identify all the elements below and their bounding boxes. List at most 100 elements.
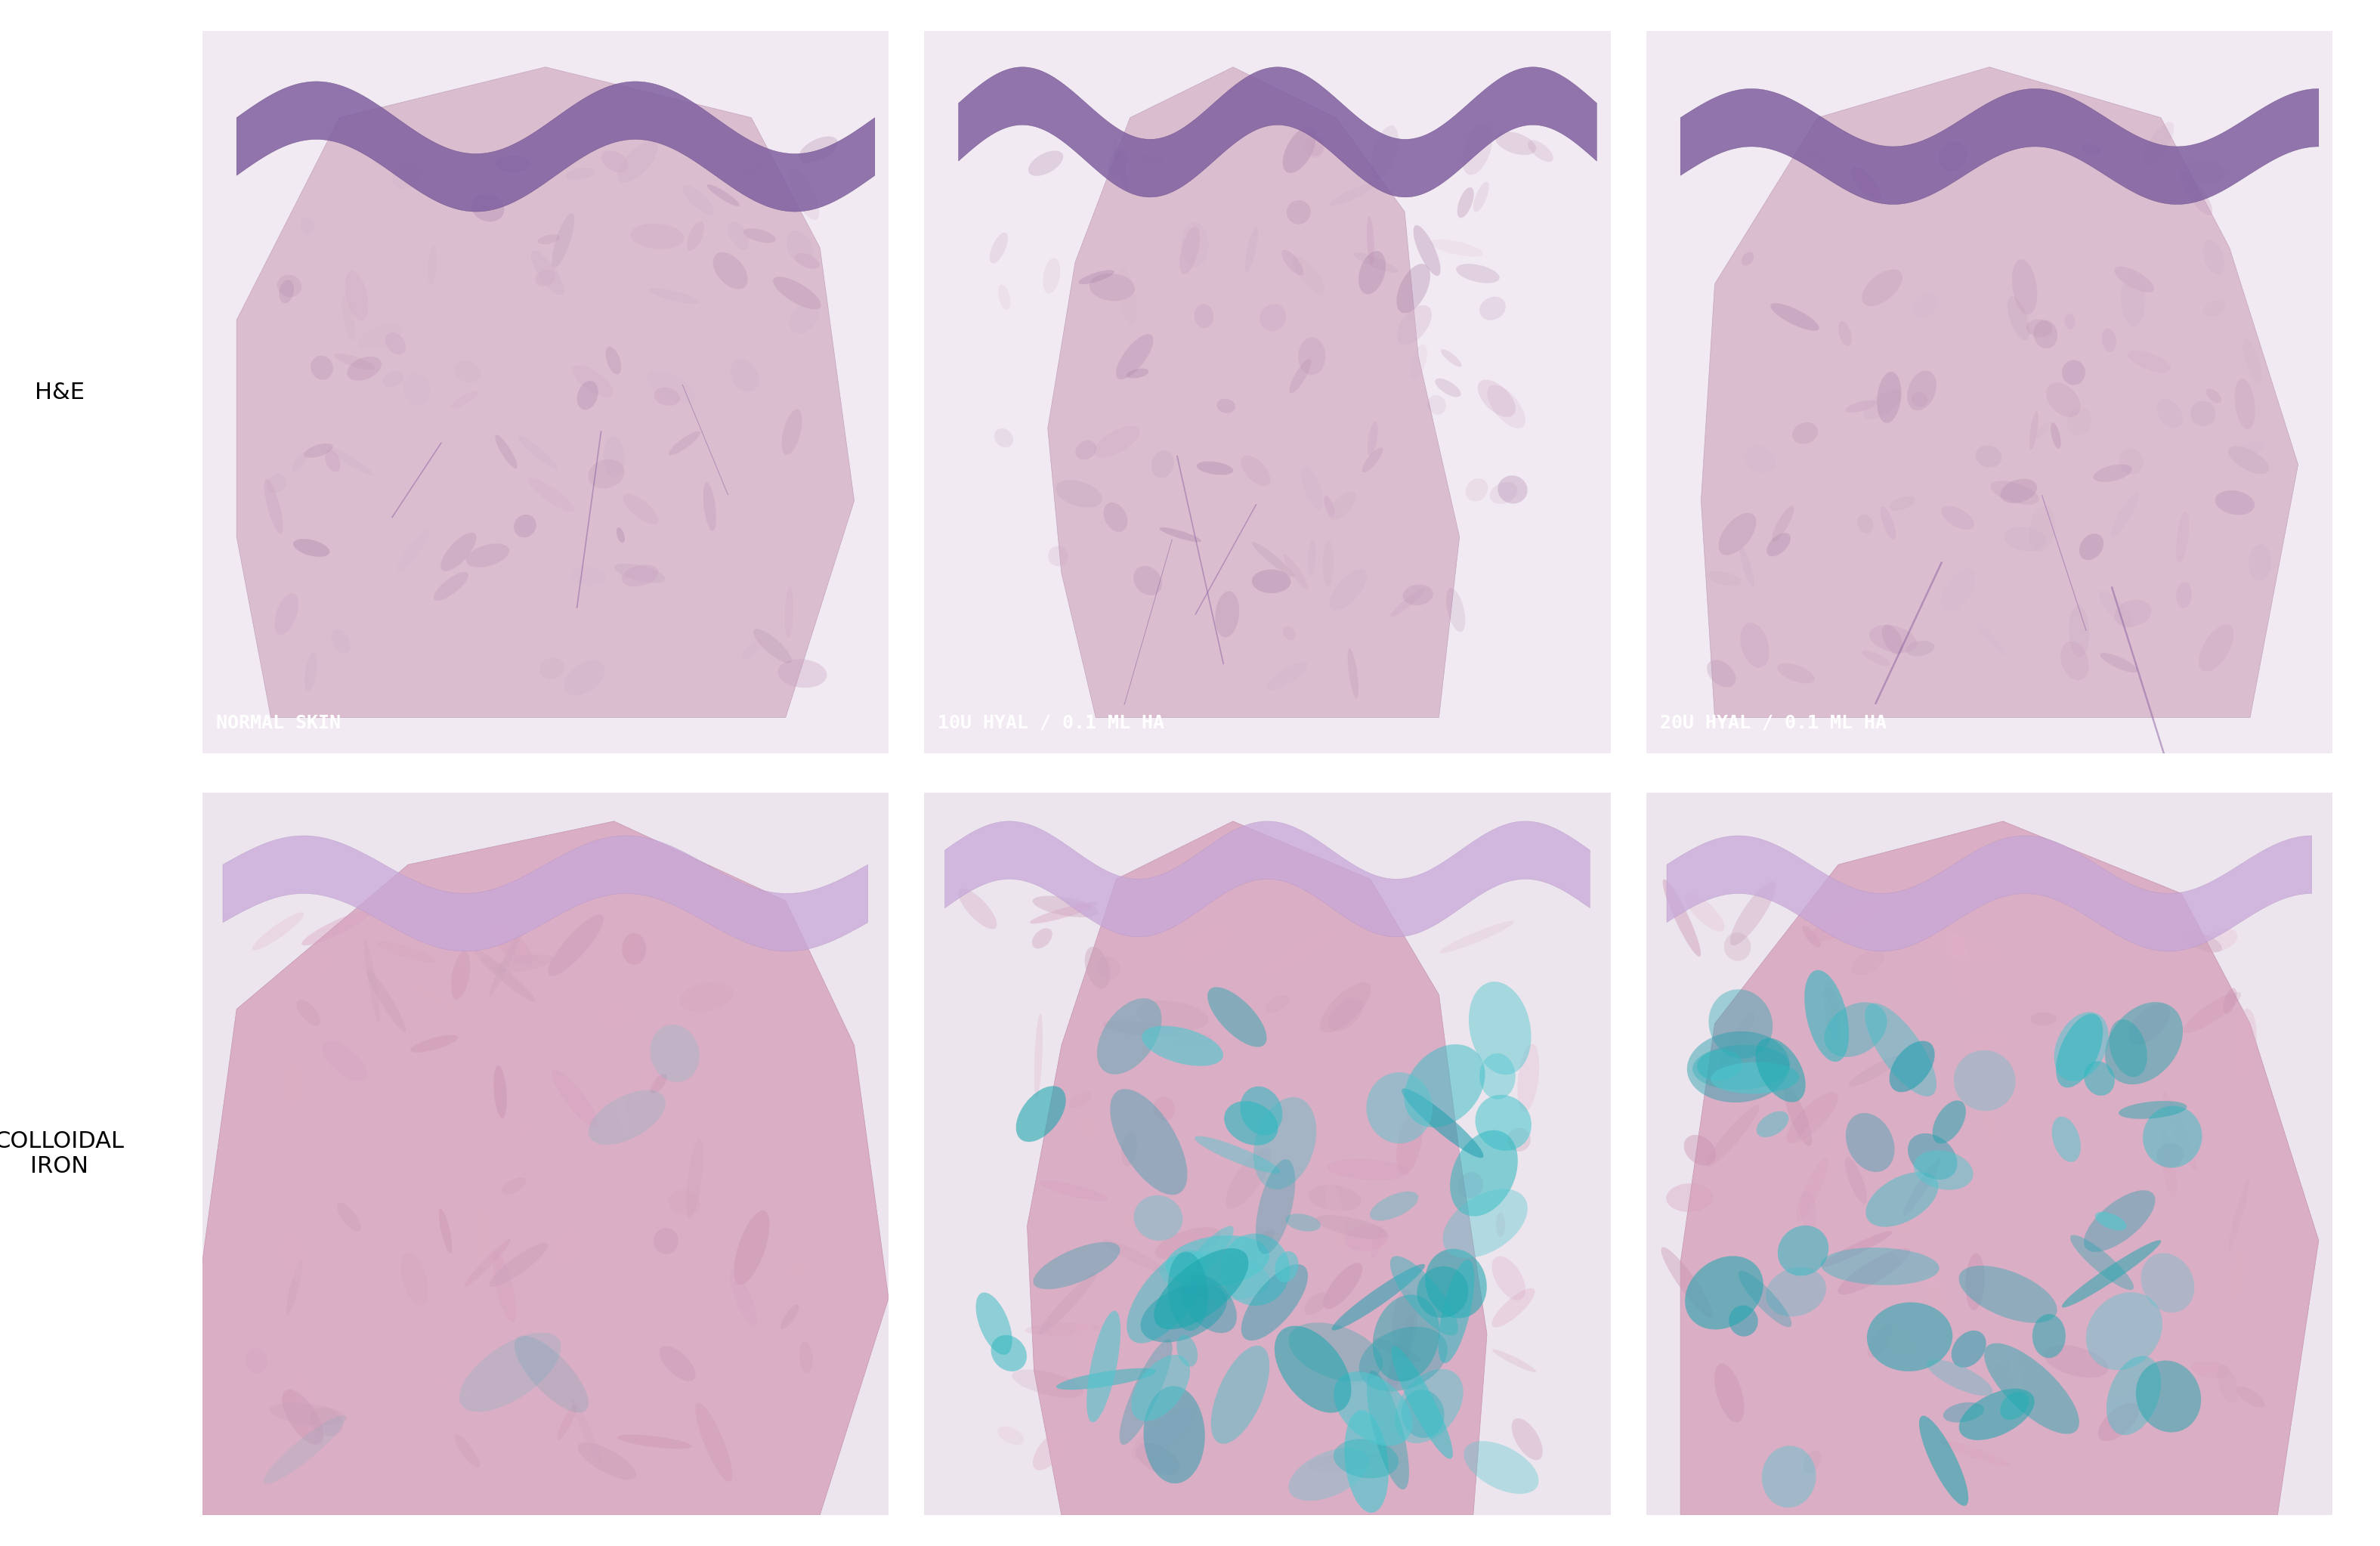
- Ellipse shape: [331, 629, 350, 654]
- Ellipse shape: [293, 540, 331, 557]
- Ellipse shape: [2071, 1235, 2135, 1289]
- Ellipse shape: [2030, 506, 2056, 552]
- Ellipse shape: [1292, 257, 1326, 294]
- Ellipse shape: [1959, 1266, 2056, 1323]
- Ellipse shape: [631, 935, 657, 962]
- Ellipse shape: [326, 450, 340, 472]
- Ellipse shape: [2216, 490, 2254, 515]
- Ellipse shape: [1661, 1248, 1714, 1317]
- Ellipse shape: [1795, 1113, 1823, 1150]
- Ellipse shape: [2240, 441, 2266, 453]
- Ellipse shape: [1683, 1135, 1716, 1166]
- Ellipse shape: [1745, 445, 1775, 473]
- Ellipse shape: [1330, 569, 1366, 611]
- Ellipse shape: [1692, 1045, 1790, 1090]
- Ellipse shape: [2175, 583, 2192, 608]
- Ellipse shape: [452, 921, 514, 968]
- Ellipse shape: [1778, 663, 1814, 683]
- Ellipse shape: [1323, 540, 1333, 586]
- Ellipse shape: [1476, 1095, 1530, 1150]
- Ellipse shape: [1440, 921, 1514, 954]
- Ellipse shape: [1026, 1323, 1100, 1336]
- Ellipse shape: [1242, 1229, 1276, 1255]
- Ellipse shape: [1787, 1091, 1837, 1142]
- Ellipse shape: [2033, 422, 2049, 439]
- Ellipse shape: [2113, 266, 2154, 292]
- Ellipse shape: [795, 254, 819, 269]
- Ellipse shape: [409, 1034, 457, 1053]
- Ellipse shape: [1999, 479, 2037, 504]
- Ellipse shape: [1154, 1248, 1250, 1330]
- Ellipse shape: [1033, 1241, 1121, 1289]
- Ellipse shape: [2085, 1061, 2116, 1096]
- Ellipse shape: [1868, 1323, 1892, 1357]
- Polygon shape: [224, 836, 869, 951]
- Ellipse shape: [516, 436, 557, 468]
- Polygon shape: [1702, 66, 2299, 717]
- Ellipse shape: [267, 475, 286, 493]
- Ellipse shape: [1054, 481, 1102, 507]
- Ellipse shape: [1180, 223, 1209, 267]
- Ellipse shape: [1825, 1002, 1887, 1057]
- Ellipse shape: [1290, 359, 1311, 393]
- Ellipse shape: [364, 938, 381, 1023]
- Ellipse shape: [1802, 926, 1821, 948]
- Ellipse shape: [1340, 1370, 1378, 1385]
- Ellipse shape: [1449, 1130, 1518, 1217]
- Ellipse shape: [1257, 1160, 1295, 1254]
- Ellipse shape: [386, 332, 407, 354]
- Ellipse shape: [743, 229, 776, 243]
- Ellipse shape: [1104, 502, 1128, 532]
- Ellipse shape: [455, 1435, 481, 1467]
- Ellipse shape: [1033, 1430, 1069, 1470]
- Ellipse shape: [1012, 1370, 1083, 1398]
- Ellipse shape: [493, 1252, 516, 1322]
- Polygon shape: [1647, 792, 2332, 1515]
- Ellipse shape: [2182, 931, 2223, 952]
- Ellipse shape: [1438, 1260, 1473, 1364]
- Ellipse shape: [1266, 996, 1290, 1013]
- Ellipse shape: [1119, 267, 1138, 325]
- Ellipse shape: [1130, 1408, 1195, 1459]
- Ellipse shape: [1154, 1096, 1176, 1121]
- Ellipse shape: [1771, 506, 1795, 543]
- Ellipse shape: [1706, 1105, 1759, 1167]
- Ellipse shape: [2185, 159, 2225, 184]
- Ellipse shape: [552, 1070, 597, 1127]
- Ellipse shape: [490, 925, 533, 965]
- Ellipse shape: [1906, 371, 1937, 410]
- Ellipse shape: [616, 1435, 693, 1449]
- Ellipse shape: [1894, 1167, 1925, 1237]
- Ellipse shape: [1495, 131, 1535, 155]
- Ellipse shape: [1890, 496, 1916, 510]
- Ellipse shape: [1823, 980, 1840, 1042]
- Ellipse shape: [438, 1209, 452, 1252]
- Ellipse shape: [1221, 1234, 1290, 1306]
- Ellipse shape: [1328, 1160, 1409, 1180]
- Ellipse shape: [1685, 1255, 1764, 1330]
- Polygon shape: [236, 66, 854, 717]
- Ellipse shape: [1347, 648, 1359, 699]
- Ellipse shape: [450, 951, 471, 1000]
- Ellipse shape: [1109, 148, 1128, 178]
- Ellipse shape: [2052, 1116, 2080, 1163]
- Ellipse shape: [1216, 591, 1240, 637]
- Ellipse shape: [778, 659, 826, 688]
- Ellipse shape: [731, 359, 759, 391]
- Ellipse shape: [2102, 328, 2116, 352]
- Ellipse shape: [1397, 1112, 1423, 1175]
- Ellipse shape: [1771, 303, 1818, 331]
- Ellipse shape: [557, 1405, 576, 1439]
- Ellipse shape: [800, 1342, 812, 1373]
- Ellipse shape: [495, 156, 531, 172]
- Ellipse shape: [440, 532, 476, 570]
- Ellipse shape: [1457, 264, 1499, 283]
- Ellipse shape: [1706, 570, 1740, 586]
- Ellipse shape: [1785, 1087, 1811, 1146]
- Ellipse shape: [1761, 1446, 1816, 1507]
- Ellipse shape: [1326, 1175, 1347, 1257]
- Ellipse shape: [1047, 546, 1069, 566]
- Ellipse shape: [1126, 368, 1150, 379]
- Ellipse shape: [976, 1292, 1012, 1354]
- Ellipse shape: [2092, 464, 2132, 482]
